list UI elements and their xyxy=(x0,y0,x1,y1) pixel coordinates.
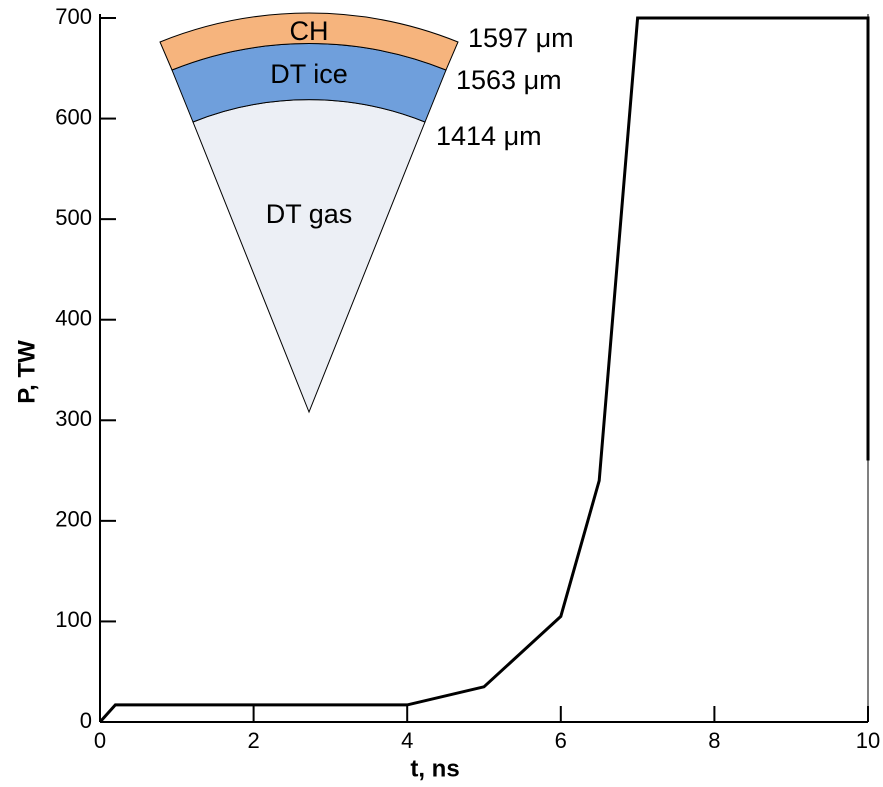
y-axis-label: P, TW xyxy=(13,340,40,404)
y-tick-label: 700 xyxy=(55,4,92,29)
x-tick-label: 2 xyxy=(247,728,259,753)
radius-label: 1414 μm xyxy=(436,121,542,151)
x-tick-label: 8 xyxy=(708,728,720,753)
layer-label: CH xyxy=(290,16,329,46)
y-tick-label: 500 xyxy=(55,205,92,230)
y-tick-label: 400 xyxy=(55,306,92,331)
x-axis-label: t, ns xyxy=(410,755,459,782)
x-tick-label: 4 xyxy=(401,728,413,753)
layer-label: DT ice xyxy=(270,59,348,89)
inset-diagram xyxy=(159,12,459,414)
radius-label: 1563 μm xyxy=(456,65,562,95)
x-tick-label: 6 xyxy=(555,728,567,753)
layer-label: DT gas xyxy=(266,199,353,229)
x-tick-label: 0 xyxy=(94,728,106,753)
y-tick-label: 600 xyxy=(55,104,92,129)
power-line xyxy=(98,16,870,724)
y-tick-label: 100 xyxy=(55,607,92,632)
ch-layer xyxy=(159,12,459,71)
y-tick-label: 300 xyxy=(55,406,92,431)
y-tick-label: 0 xyxy=(80,708,92,733)
x-tick-label: 10 xyxy=(856,728,880,753)
y-tick-label: 200 xyxy=(55,507,92,532)
dt-gas-region xyxy=(192,99,426,414)
radius-label: 1597 μm xyxy=(468,23,574,53)
